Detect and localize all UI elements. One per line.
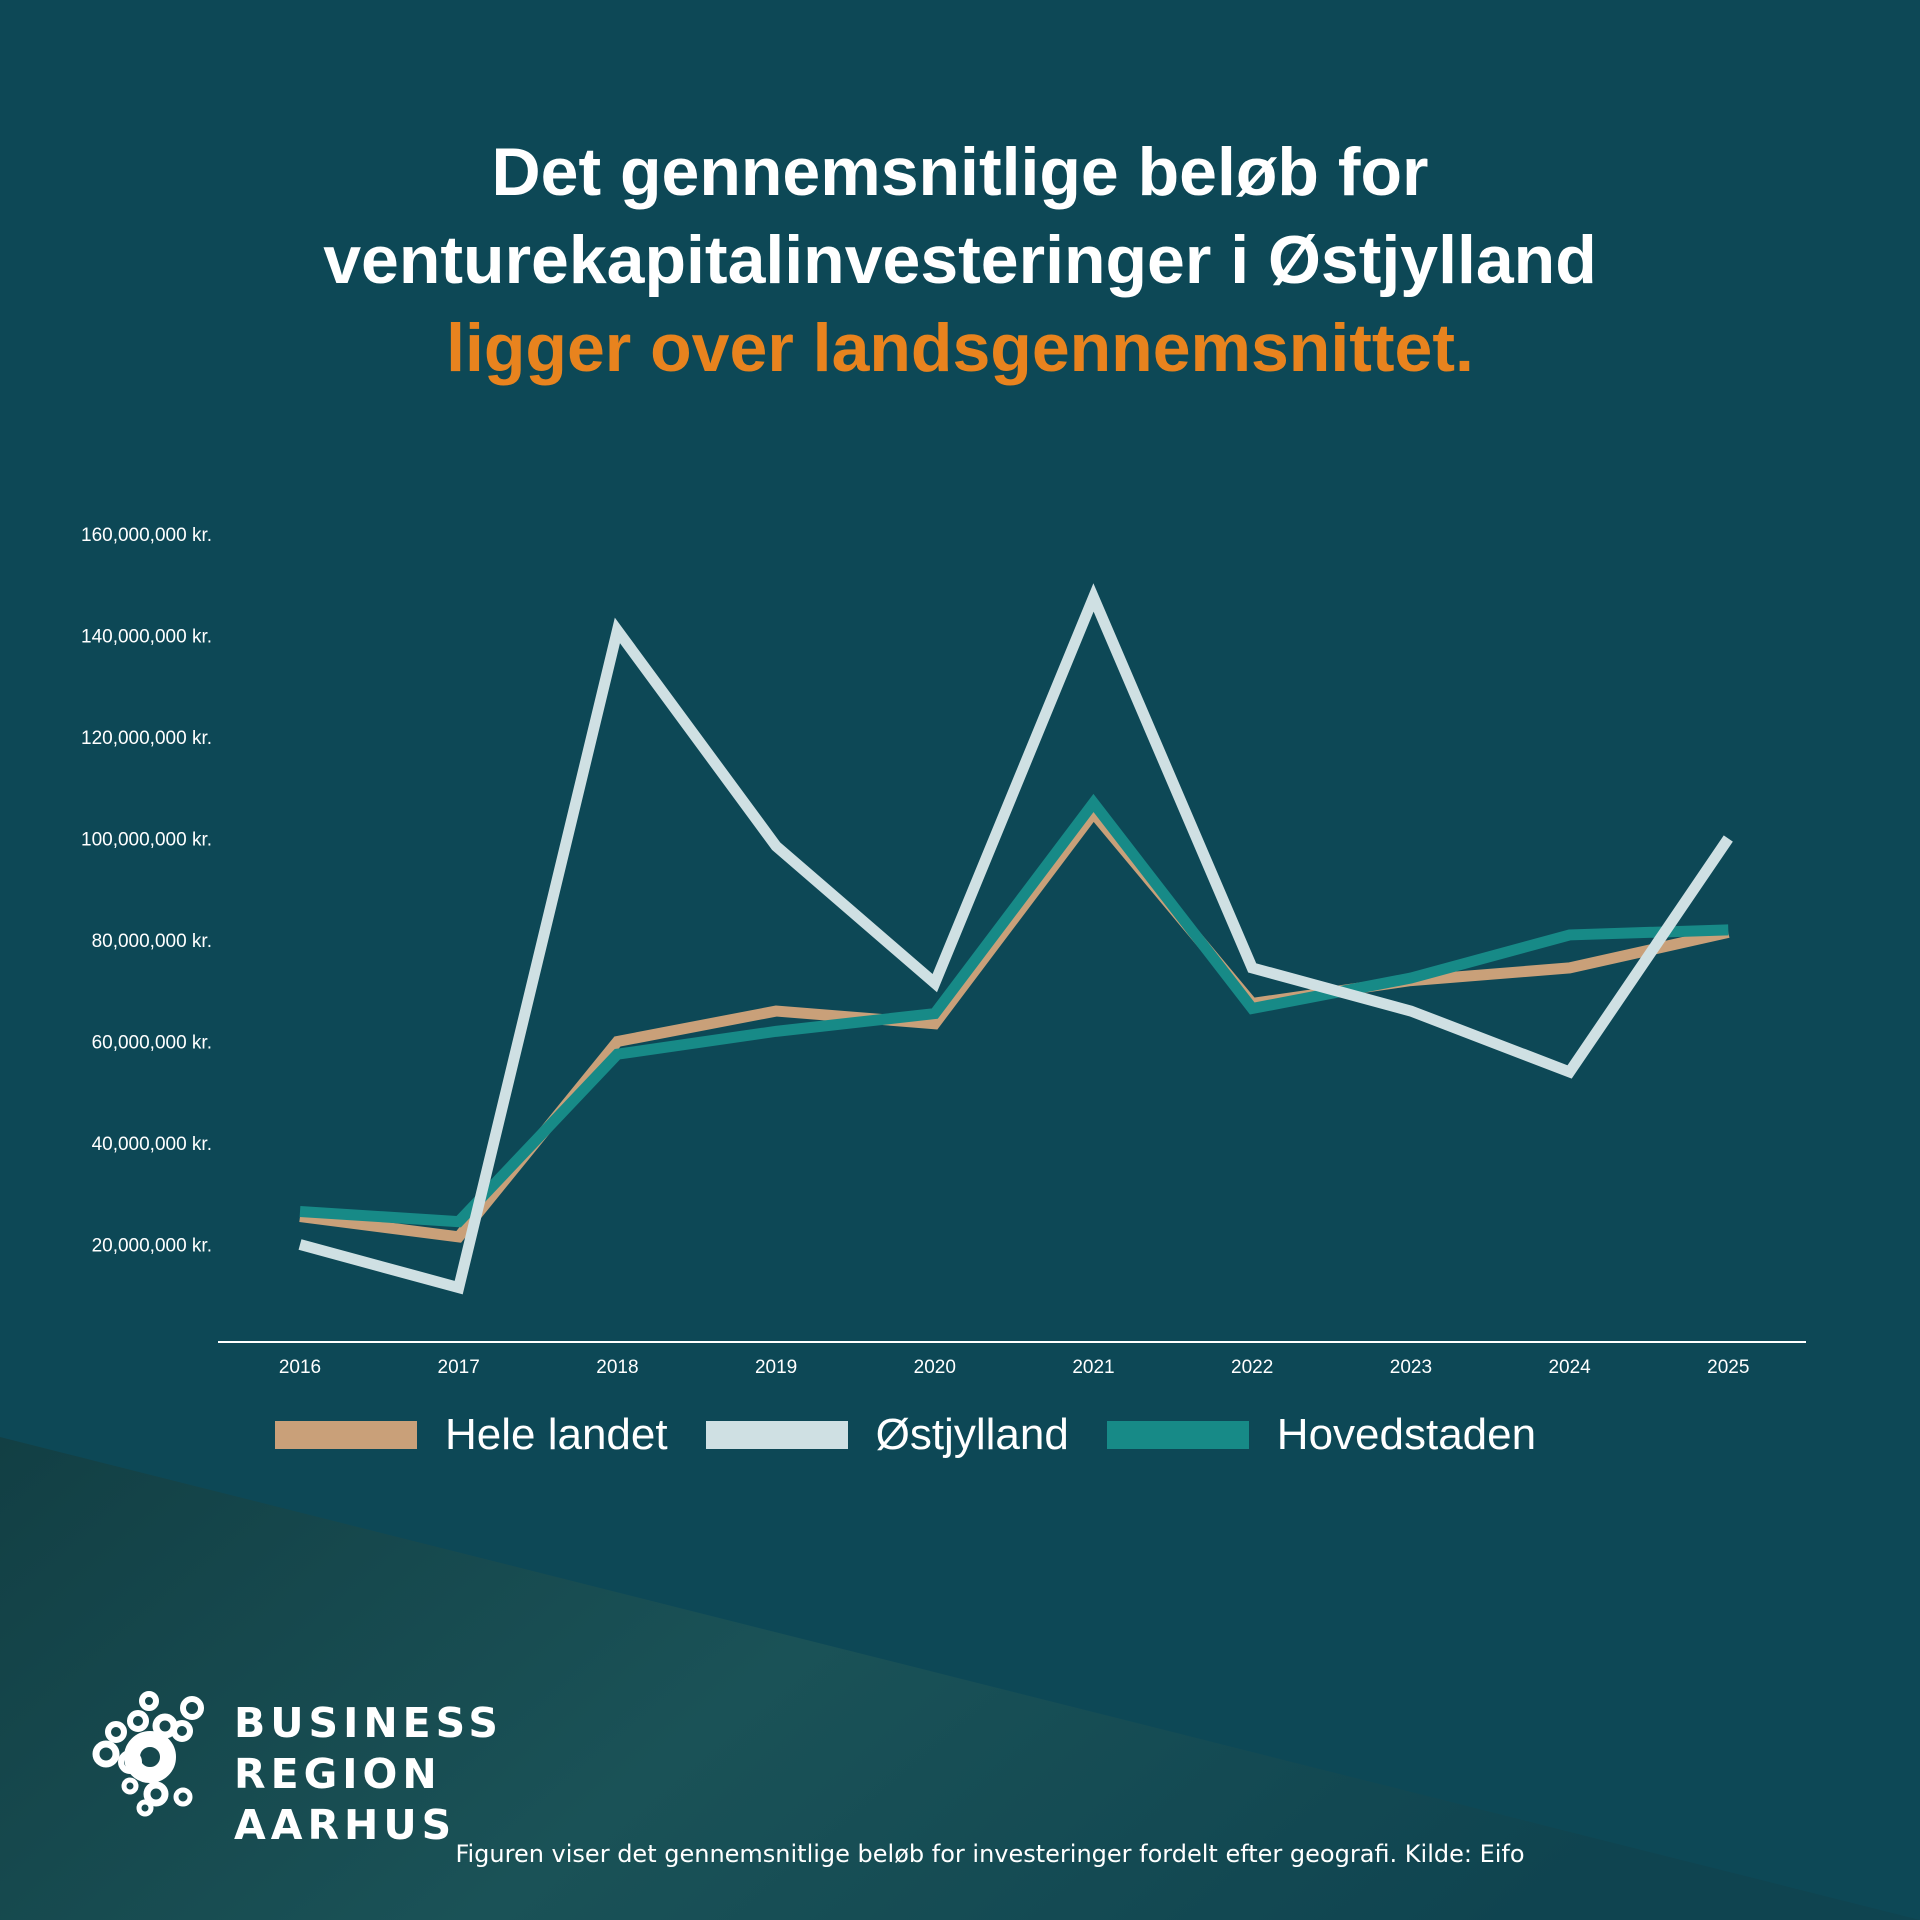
series-line-ostjylland bbox=[298, 583, 1733, 1295]
y-tick-label: 60,000,000 kr. bbox=[92, 1033, 212, 1054]
x-tick-label: 2016 bbox=[279, 1357, 321, 1378]
y-tick-label: 40,000,000 kr. bbox=[92, 1134, 212, 1155]
source-footnote: Figuren viser det gennemsnitlige beløb f… bbox=[455, 1840, 1525, 1868]
x-tick-label: 2025 bbox=[1707, 1357, 1749, 1378]
series-line-hovedstaden bbox=[299, 793, 1729, 1228]
y-axis: 20,000,000 kr. 40,000,000 kr. 60,000,000 k… bbox=[81, 525, 212, 1257]
series-line-hele-landet bbox=[299, 804, 1730, 1243]
legend-item-ostjylland: Østjylland bbox=[705, 1410, 1069, 1460]
x-tick-label: 2023 bbox=[1390, 1357, 1432, 1378]
y-tick-label: 140,000,000 kr. bbox=[81, 627, 212, 648]
legend-label-hele-landet: Hele landet bbox=[445, 1410, 668, 1459]
y-tick-label: 100,000,000 kr. bbox=[81, 830, 212, 851]
x-tick-label: 2020 bbox=[914, 1357, 956, 1378]
legend-swatch-hovedstaden bbox=[1106, 1421, 1249, 1449]
legend-label-ostjylland: Østjylland bbox=[875, 1410, 1069, 1459]
legend: Hele landet Østjylland Hovedstaden bbox=[275, 1400, 1574, 1470]
y-tick-label: 160,000,000 kr. bbox=[81, 525, 212, 546]
headline-line-2: venturekapitalinvesteringer i Østjylland bbox=[323, 222, 1597, 298]
x-tick-label: 2022 bbox=[1231, 1357, 1273, 1378]
legend-swatch-hele-landet bbox=[275, 1421, 417, 1449]
y-tick-label: 80,000,000 kr. bbox=[92, 931, 212, 952]
x-axis: 2016 2017 2018 2019 2020 2021 2022 2023 2024 2025 bbox=[279, 1357, 1750, 1378]
x-tick-label: 2024 bbox=[1548, 1357, 1591, 1378]
x-tick-label: 2019 bbox=[755, 1357, 797, 1378]
x-tick-label: 2017 bbox=[438, 1357, 480, 1378]
logo-line-1: BUSINESS bbox=[234, 1699, 503, 1747]
x-tick-label: 2018 bbox=[596, 1357, 638, 1378]
logo-wordmark: BUSINESS REGION AARHUS bbox=[234, 1698, 503, 1851]
headline-highlight: ligger over landsgennemsnittet. bbox=[446, 310, 1474, 386]
logo-line-3: AARHUS bbox=[234, 1801, 457, 1849]
headline: Det gennemsnitlige beløb for venturekapi… bbox=[0, 128, 1920, 392]
headline-line-1: Det gennemsnitlige beløb for bbox=[491, 134, 1429, 210]
y-tick-label: 120,000,000 kr. bbox=[81, 728, 212, 749]
logo-line-2: REGION bbox=[234, 1750, 442, 1798]
business-region-aarhus-logo-icon bbox=[92, 1691, 204, 1817]
legend-item-hele-landet: Hele landet bbox=[275, 1410, 668, 1460]
legend-swatch-ostjylland bbox=[705, 1421, 848, 1449]
legend-item-hovedstaden: Hovedstaden bbox=[1106, 1410, 1537, 1460]
series-group bbox=[298, 583, 1733, 1295]
x-tick-label: 2021 bbox=[1072, 1357, 1114, 1378]
y-tick-label: 20,000,000 kr. bbox=[92, 1236, 212, 1257]
legend-label-hovedstaden: Hovedstaden bbox=[1276, 1410, 1537, 1459]
